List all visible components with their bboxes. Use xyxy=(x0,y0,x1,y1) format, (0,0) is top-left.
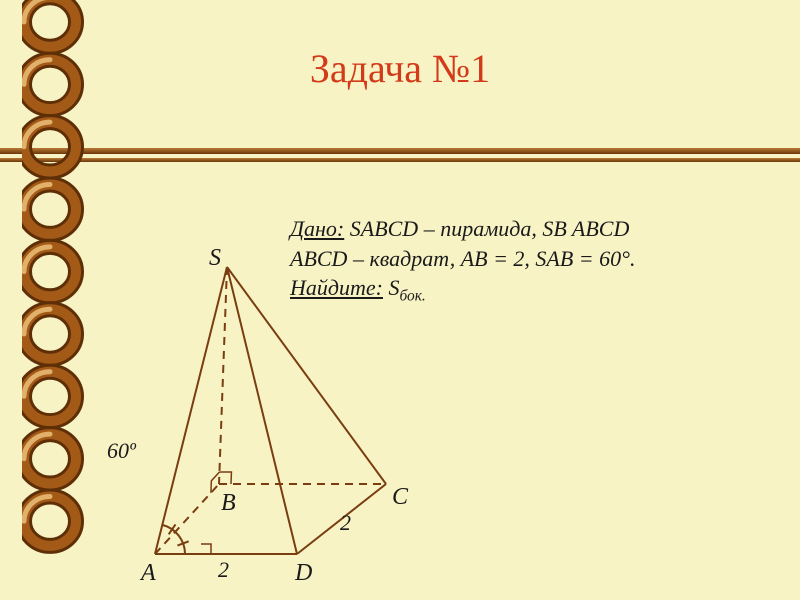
edge-label-AD: 2 xyxy=(218,557,229,583)
edge-SD xyxy=(227,267,297,554)
page-title: Задача №1 xyxy=(0,45,800,92)
edge-SC xyxy=(227,267,386,484)
spiral-binding xyxy=(22,0,94,600)
vertex-label-B: B xyxy=(221,490,236,517)
angle-label: 60º xyxy=(107,438,136,464)
vertex-label-C: C xyxy=(392,484,408,511)
divider-bar-top xyxy=(0,148,800,154)
foot-right-angle-mark xyxy=(201,544,211,554)
edge-SA xyxy=(155,267,227,554)
edge-label-DC: 2 xyxy=(340,510,351,536)
edge-SB xyxy=(219,267,227,484)
divider-bar-bottom xyxy=(0,158,800,162)
given-line1-b: ABCD xyxy=(572,216,629,241)
pyramid-diagram xyxy=(100,250,430,580)
angle-arc xyxy=(162,525,185,554)
given-line1-a: SABCD – пирамида, SB xyxy=(344,216,572,241)
given-line2-b: SAB = 60°. xyxy=(535,246,635,271)
right-angle-mark-0 xyxy=(219,472,231,484)
vertex-label-D: D xyxy=(295,560,312,587)
vertex-label-A: A xyxy=(141,560,156,587)
vertex-label-S: S xyxy=(209,245,221,272)
given-label: Дано: xyxy=(290,216,344,241)
